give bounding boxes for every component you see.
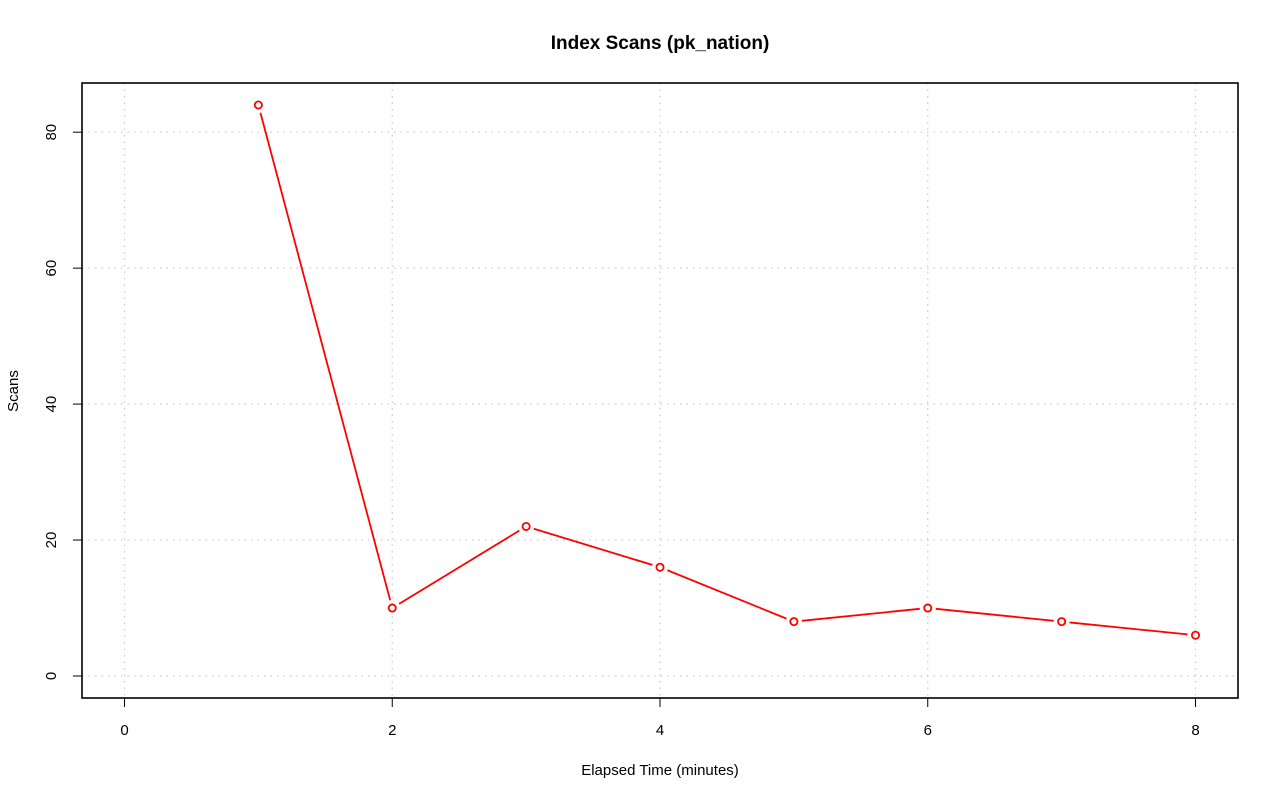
data-point [253, 100, 263, 110]
y-tick-label: 20 [43, 532, 60, 549]
series-layer [253, 100, 1201, 640]
x-tick-label: 4 [656, 722, 664, 739]
x-tick-label: 2 [388, 722, 396, 739]
y-tick-label: 80 [43, 124, 60, 141]
series-0 [253, 100, 1201, 640]
y-tick-label: 40 [43, 396, 60, 413]
x-tick-label: 0 [120, 722, 128, 739]
data-point [789, 617, 799, 627]
data-point [1057, 617, 1067, 627]
y-tick-label: 60 [43, 260, 60, 277]
data-point [1191, 630, 1201, 640]
x-axis-label: Elapsed Time (minutes) [581, 762, 739, 779]
data-point [655, 562, 665, 572]
series-line-segment [935, 607, 1054, 622]
data-point [387, 603, 397, 613]
y-axis: 0 20 40 60 80 [43, 124, 83, 680]
y-tick-label: 0 [43, 672, 60, 680]
grid-lines [82, 83, 1238, 698]
x-axis: 0 2 4 6 8 [120, 697, 1200, 739]
series-line-segment [667, 569, 787, 620]
y-axis-label: Scans [5, 370, 22, 412]
x-tick-label: 6 [924, 722, 932, 739]
series-line-segment [259, 112, 392, 601]
series-line-segment [801, 607, 920, 622]
series-line-segment [398, 529, 520, 605]
series-line-segment [533, 527, 653, 566]
data-point [521, 521, 531, 531]
chart-title: Index Scans (pk_nation) [551, 33, 770, 54]
series-line-segment [1069, 621, 1188, 636]
data-point [923, 603, 933, 613]
x-tick-label: 8 [1191, 722, 1199, 739]
